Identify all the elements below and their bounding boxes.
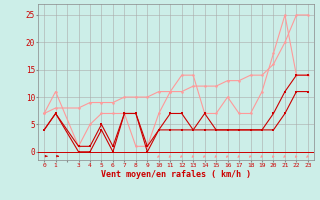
- X-axis label: Vent moyen/en rafales ( km/h ): Vent moyen/en rafales ( km/h ): [101, 170, 251, 179]
